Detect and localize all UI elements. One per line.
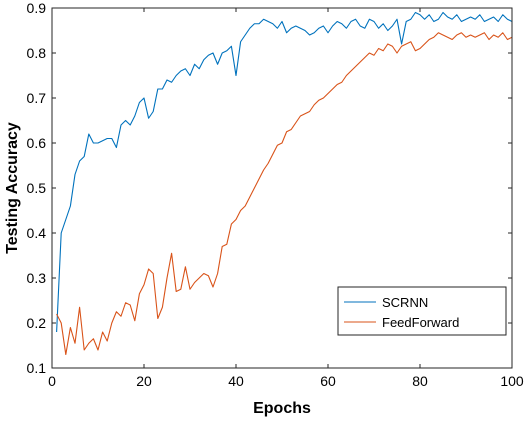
y-tick-label: 0.6 (27, 135, 47, 151)
y-tick-label: 0.2 (27, 315, 47, 331)
y-tick-label: 0.3 (27, 270, 47, 286)
y-tick-label: 0.8 (27, 45, 47, 61)
x-axis-label: Epochs (253, 400, 311, 417)
y-tick-label: 0.4 (27, 225, 47, 241)
y-tick-label: 0.7 (27, 90, 47, 106)
x-tick-label: 60 (320, 373, 336, 389)
y-tick-label: 0.1 (27, 360, 47, 376)
y-tick-label: 0.9 (27, 0, 47, 16)
series-line-scrnn (56, 11, 513, 333)
x-tick-label: 80 (412, 373, 428, 389)
legend-label-feedforward: FeedForward (382, 315, 459, 330)
x-tick-label: 100 (500, 373, 524, 389)
x-tick-label: 20 (136, 373, 152, 389)
series-line-feedforward (56, 32, 513, 356)
legend: SCRNN FeedForward (337, 286, 507, 336)
y-tick-label: 0.5 (27, 180, 47, 196)
legend-label-scrnn: SCRNN (382, 295, 428, 310)
y-axis-label: Testing Accuracy (4, 122, 21, 254)
x-tick-label: 0 (48, 373, 56, 389)
series-layer (56, 11, 513, 356)
x-tick-label: 40 (228, 373, 244, 389)
ticks-layer: 0 20 40 60 80 100 0.1 0.2 0.3 0.4 0.5 0.6 0.7 0.8 0.9 (27, 0, 524, 389)
legend-box (337, 286, 507, 336)
